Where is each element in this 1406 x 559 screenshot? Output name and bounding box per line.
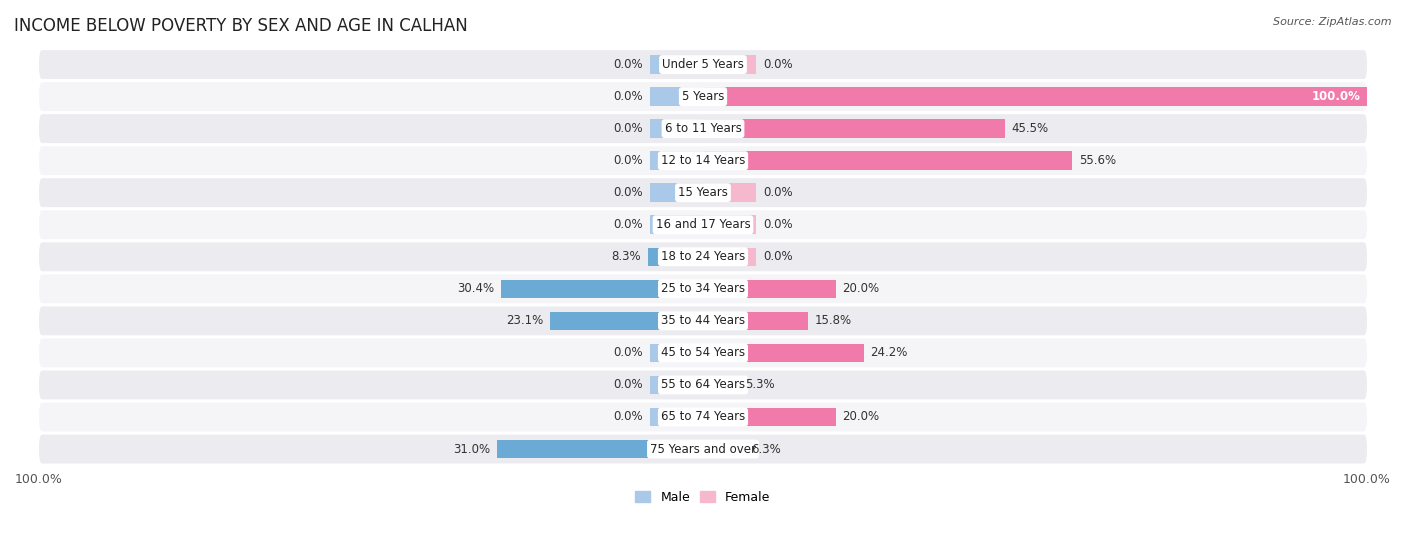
Bar xyxy=(550,311,703,330)
FancyBboxPatch shape xyxy=(39,146,1367,175)
FancyBboxPatch shape xyxy=(39,243,1367,271)
Text: 35 to 44 Years: 35 to 44 Years xyxy=(661,314,745,328)
Text: 0.0%: 0.0% xyxy=(613,154,643,167)
Bar xyxy=(703,280,835,298)
Text: 45.5%: 45.5% xyxy=(1012,122,1049,135)
Text: 16 and 17 Years: 16 and 17 Years xyxy=(655,218,751,231)
Bar xyxy=(650,183,703,202)
Bar xyxy=(703,151,1073,170)
Text: 20.0%: 20.0% xyxy=(842,410,880,424)
Text: 5 Years: 5 Years xyxy=(682,90,724,103)
Bar xyxy=(650,87,703,106)
Bar xyxy=(703,120,1005,138)
Text: 12 to 14 Years: 12 to 14 Years xyxy=(661,154,745,167)
Text: 0.0%: 0.0% xyxy=(613,347,643,359)
Text: 0.0%: 0.0% xyxy=(763,186,793,199)
Text: 0.0%: 0.0% xyxy=(613,410,643,424)
FancyBboxPatch shape xyxy=(39,402,1367,432)
Bar xyxy=(650,376,703,394)
Text: 5.3%: 5.3% xyxy=(745,378,775,391)
FancyBboxPatch shape xyxy=(39,178,1367,207)
Text: 0.0%: 0.0% xyxy=(613,218,643,231)
Bar xyxy=(703,440,745,458)
Bar xyxy=(498,440,703,458)
Text: 20.0%: 20.0% xyxy=(842,282,880,295)
Text: 24.2%: 24.2% xyxy=(870,347,908,359)
Legend: Male, Female: Male, Female xyxy=(630,486,776,509)
Bar xyxy=(703,376,738,394)
Text: 18 to 24 Years: 18 to 24 Years xyxy=(661,250,745,263)
Text: 0.0%: 0.0% xyxy=(763,218,793,231)
Text: 55.6%: 55.6% xyxy=(1078,154,1116,167)
Text: 0.0%: 0.0% xyxy=(763,250,793,263)
Bar xyxy=(650,55,703,74)
Bar xyxy=(703,344,863,362)
Bar xyxy=(501,280,703,298)
Text: INCOME BELOW POVERTY BY SEX AND AGE IN CALHAN: INCOME BELOW POVERTY BY SEX AND AGE IN C… xyxy=(14,17,468,35)
Bar xyxy=(703,55,756,74)
Bar xyxy=(650,120,703,138)
Text: Under 5 Years: Under 5 Years xyxy=(662,58,744,71)
Text: 0.0%: 0.0% xyxy=(613,378,643,391)
Text: 45 to 54 Years: 45 to 54 Years xyxy=(661,347,745,359)
Text: 15.8%: 15.8% xyxy=(814,314,852,328)
FancyBboxPatch shape xyxy=(39,434,1367,463)
Text: 31.0%: 31.0% xyxy=(453,443,491,456)
FancyBboxPatch shape xyxy=(39,50,1367,79)
Bar xyxy=(703,311,808,330)
Text: 0.0%: 0.0% xyxy=(613,186,643,199)
Text: 6.3%: 6.3% xyxy=(751,443,782,456)
Bar xyxy=(650,408,703,427)
FancyBboxPatch shape xyxy=(39,114,1367,143)
Bar xyxy=(703,183,756,202)
Bar xyxy=(703,215,756,234)
Bar xyxy=(648,248,703,266)
Bar xyxy=(650,151,703,170)
FancyBboxPatch shape xyxy=(39,339,1367,367)
Text: 0.0%: 0.0% xyxy=(763,58,793,71)
Text: 15 Years: 15 Years xyxy=(678,186,728,199)
FancyBboxPatch shape xyxy=(39,274,1367,303)
Text: 8.3%: 8.3% xyxy=(612,250,641,263)
Text: 0.0%: 0.0% xyxy=(613,90,643,103)
Text: 65 to 74 Years: 65 to 74 Years xyxy=(661,410,745,424)
Text: 6 to 11 Years: 6 to 11 Years xyxy=(665,122,741,135)
FancyBboxPatch shape xyxy=(39,306,1367,335)
Bar xyxy=(703,87,1367,106)
Text: 25 to 34 Years: 25 to 34 Years xyxy=(661,282,745,295)
Bar xyxy=(703,248,756,266)
Text: 100.0%: 100.0% xyxy=(1312,90,1361,103)
Bar xyxy=(650,215,703,234)
Text: 0.0%: 0.0% xyxy=(613,58,643,71)
FancyBboxPatch shape xyxy=(39,210,1367,239)
Text: Source: ZipAtlas.com: Source: ZipAtlas.com xyxy=(1274,17,1392,27)
Text: 30.4%: 30.4% xyxy=(457,282,495,295)
Text: 23.1%: 23.1% xyxy=(506,314,543,328)
FancyBboxPatch shape xyxy=(39,371,1367,399)
Text: 75 Years and over: 75 Years and over xyxy=(650,443,756,456)
FancyBboxPatch shape xyxy=(39,82,1367,111)
Text: 0.0%: 0.0% xyxy=(613,122,643,135)
Text: 55 to 64 Years: 55 to 64 Years xyxy=(661,378,745,391)
Bar xyxy=(650,344,703,362)
Bar xyxy=(703,408,835,427)
